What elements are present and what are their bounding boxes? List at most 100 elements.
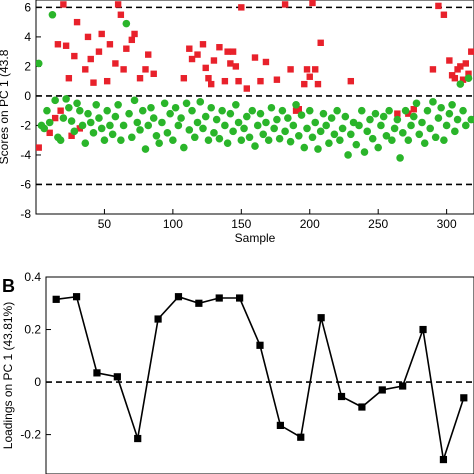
- data-point: [253, 121, 262, 130]
- data-point: [295, 106, 302, 113]
- data-point: [306, 73, 313, 80]
- y-tick-label: -2: [20, 118, 31, 132]
- data-point: [423, 106, 432, 115]
- data-point: [434, 114, 443, 122]
- y-tick-label: 0: [34, 375, 41, 389]
- data-point: [70, 127, 79, 136]
- data-point: [390, 124, 399, 133]
- data-point: [311, 118, 320, 127]
- data-point: [54, 41, 62, 48]
- data-point: [174, 293, 183, 301]
- data-point: [166, 109, 174, 118]
- data-point: [51, 114, 59, 122]
- data-point: [393, 115, 402, 124]
- data-point: [87, 55, 94, 63]
- data-point: [120, 66, 127, 73]
- data-point: [317, 39, 324, 46]
- data-point: [399, 129, 407, 137]
- data-point: [399, 382, 407, 390]
- scores-panel: -8 -6 -4 -2 0 2 4 6 50 100 150 200 250 300 Sample Score…: [0, 0, 474, 245]
- data-point: [82, 66, 89, 73]
- data-point: [133, 118, 142, 127]
- data-point: [382, 131, 391, 140]
- data-point: [149, 114, 158, 122]
- data-point: [300, 143, 309, 152]
- data-point: [98, 30, 105, 38]
- data-point: [65, 75, 73, 82]
- data-point: [240, 124, 248, 133]
- data-point: [81, 139, 90, 147]
- data-point: [276, 421, 284, 430]
- data-point: [204, 136, 213, 145]
- data-point: [114, 1, 122, 8]
- data-point: [451, 127, 459, 136]
- data-point: [73, 99, 81, 108]
- data-point: [341, 112, 350, 121]
- data-point: [180, 75, 188, 82]
- data-point: [185, 126, 194, 134]
- data-point: [325, 139, 333, 147]
- y-axis-label: Loadings on PC 1 (43.81%): [1, 302, 15, 449]
- data-point: [366, 115, 374, 124]
- data-point: [199, 41, 207, 48]
- data-point: [171, 103, 180, 112]
- data-point: [435, 2, 442, 10]
- data-point: [284, 114, 292, 122]
- data-point: [312, 66, 319, 73]
- data-point: [182, 99, 191, 108]
- x-tick-label: 50: [98, 217, 112, 231]
- data-point: [86, 118, 95, 127]
- data-point: [155, 139, 163, 147]
- data-point: [60, 1, 67, 8]
- data-point: [238, 4, 245, 11]
- data-point: [336, 136, 344, 145]
- data-point: [174, 121, 183, 130]
- data-point: [357, 106, 366, 115]
- data-point: [257, 77, 264, 85]
- data-point: [142, 66, 149, 73]
- data-point: [205, 75, 212, 82]
- data-point: [158, 118, 166, 127]
- data-layer: [36, 0, 474, 162]
- y-tick-label: -4: [20, 148, 31, 162]
- data-point: [429, 98, 437, 106]
- data-point: [457, 63, 464, 70]
- data-point: [93, 369, 101, 377]
- y-tick-label: 2: [24, 59, 31, 73]
- data-point: [442, 121, 451, 130]
- data-point: [46, 129, 53, 137]
- data-point: [235, 77, 242, 85]
- data-point: [456, 80, 465, 88]
- data-point: [468, 48, 474, 55]
- data-point: [147, 103, 155, 112]
- data-point: [215, 294, 223, 302]
- data-point: [78, 121, 87, 130]
- data-point: [396, 154, 404, 162]
- data-layer: [52, 293, 468, 464]
- y-tick-label: -6: [20, 177, 31, 191]
- data-point: [462, 60, 469, 67]
- data-point: [295, 131, 303, 140]
- data-point: [316, 127, 325, 136]
- data-point: [379, 112, 388, 121]
- data-point: [57, 107, 64, 114]
- data-point: [451, 75, 459, 82]
- data-point: [188, 106, 196, 115]
- data-point: [84, 33, 92, 41]
- data-point: [305, 106, 314, 115]
- data-point: [297, 433, 305, 441]
- x-tick-label: 300: [437, 217, 457, 231]
- data-point: [202, 64, 209, 72]
- data-point: [347, 77, 355, 85]
- data-point: [106, 121, 114, 130]
- data-point: [309, 0, 316, 7]
- data-point: [218, 106, 226, 115]
- data-point: [150, 70, 157, 77]
- data-point: [229, 48, 237, 55]
- data-point: [409, 112, 418, 121]
- plot-frame: [35, 0, 474, 215]
- data-point: [267, 103, 276, 112]
- data-point: [119, 121, 128, 130]
- data-point: [236, 294, 244, 302]
- data-point: [464, 74, 473, 83]
